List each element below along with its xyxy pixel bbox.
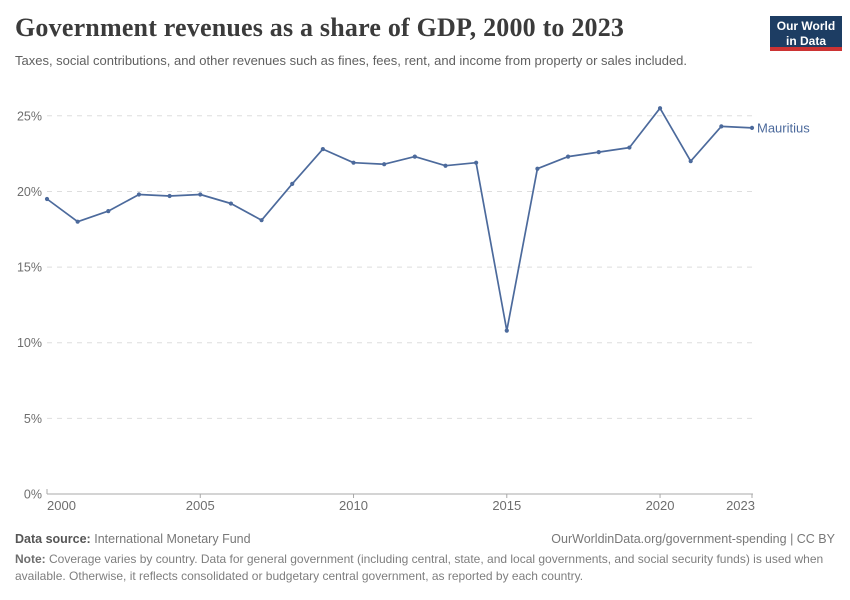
note-label: Note: [15,552,46,566]
data-point [228,201,234,206]
data-point [259,218,264,223]
data-point [535,166,540,171]
note: Note: Coverage varies by country. Data f… [15,551,835,584]
data-point [688,159,693,164]
series-line [46,107,753,332]
data-point [382,162,387,167]
data-point [749,125,755,131]
data-point [136,192,142,197]
y-tick-label: 15% [17,261,42,275]
data-point [565,154,571,159]
owid-logo: Our World in Data [770,16,842,51]
data-point [290,181,295,186]
data-point [44,196,50,202]
y-tick-label: 5% [24,412,42,426]
data-point [167,193,172,199]
data-source-label: Data source: [15,532,91,546]
chart-title: Government revenues as a share of GDP, 2… [15,13,625,42]
x-tick-label: 2000 [47,498,76,513]
y-tick-label: 0% [24,488,42,502]
line-chart: 0% 5% 10% 15% 20% 25% 2000 2005 2010 2015 2020 2023… [17,106,810,513]
chart-footer: Data source: International Monetary Fund… [15,532,835,584]
owid-logo-line1: Our World [776,19,836,33]
x-tick-label: 2005 [186,498,215,513]
x-tick-label: 2015 [492,498,521,513]
data-point [627,145,632,150]
y-tick-label: 20% [17,185,42,199]
attribution: OurWorldinData.org/government-spending |… [551,532,835,546]
data-point [657,106,663,111]
data-point [443,163,448,168]
data-point [596,150,601,155]
data-source-value: International Monetary Fund [94,532,251,546]
data-point [412,154,417,159]
data-point [351,160,356,165]
y-tick-label: 25% [17,109,42,123]
data-point [474,160,479,165]
series-label: Mauritius [757,120,810,135]
owid-logo-line2: in Data [785,33,826,48]
note-text: Coverage varies by country. Data for gen… [15,552,824,583]
x-tick-label: 2023 [726,498,755,513]
data-point [719,124,724,129]
data-point [198,192,203,197]
y-tick-label: 10% [17,336,42,350]
chart-subtitle: Taxes, social contributions, and other r… [15,53,688,68]
data-source: Data source: International Monetary Fund [15,532,251,546]
data-point [320,146,325,152]
x-tick-label: 2010 [339,498,368,513]
data-point [106,209,111,214]
x-tick-label: 2020 [646,498,675,513]
data-point [75,219,80,224]
data-point [504,328,509,333]
